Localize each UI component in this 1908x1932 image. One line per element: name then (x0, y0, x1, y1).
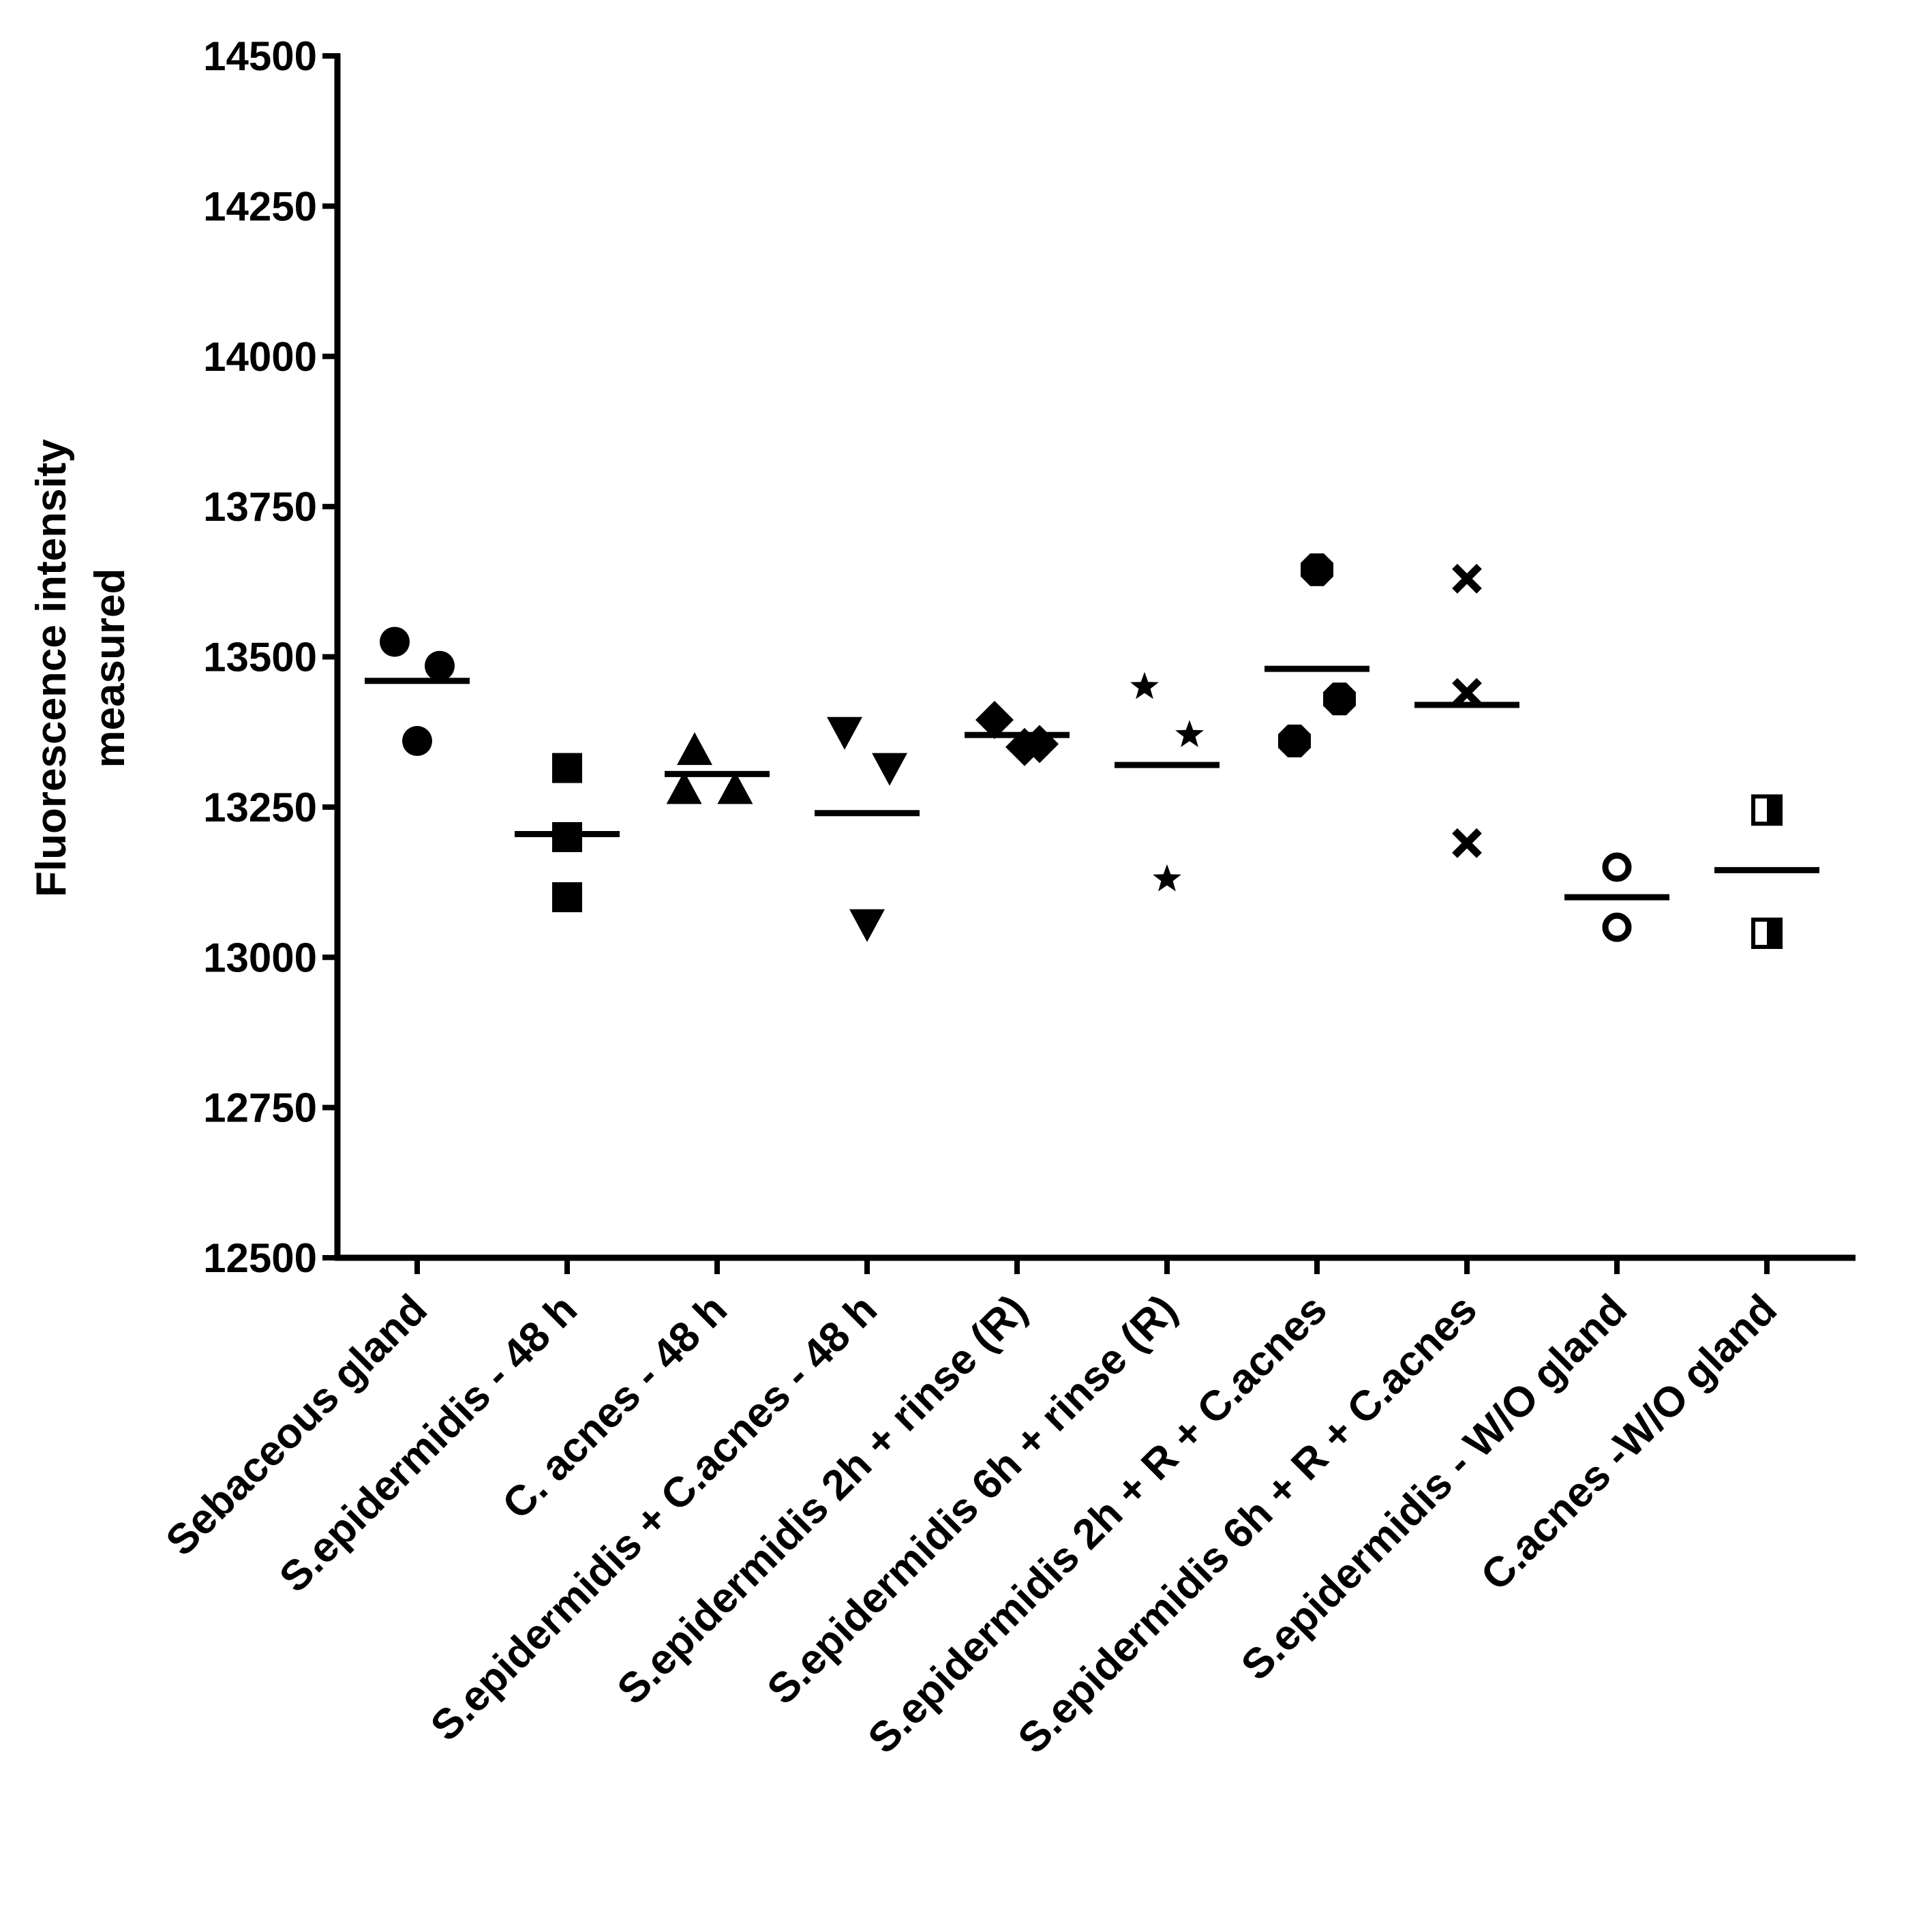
data-point (677, 732, 712, 766)
series-group (815, 716, 920, 942)
data-point (827, 716, 862, 750)
data-point (1452, 564, 1482, 594)
y-tick-label: 13000 (203, 935, 317, 980)
data-point (552, 821, 582, 852)
data-point (380, 627, 410, 657)
data-point (1602, 852, 1632, 882)
data-point (1005, 727, 1044, 766)
y-tick-label: 14000 (203, 334, 317, 380)
data-point (1452, 828, 1482, 858)
series-group (1265, 553, 1369, 757)
series-group (1564, 852, 1669, 942)
y-axis-title-line-2: measured (87, 569, 134, 768)
data-point (1751, 794, 1783, 826)
y-axis-title: Fluorescence intensity measured (28, 439, 134, 897)
series-group (515, 753, 620, 913)
series-group (365, 627, 470, 756)
data-point (1153, 864, 1181, 892)
y-tick-label: 14500 (203, 33, 317, 79)
data-point (402, 725, 432, 756)
data-point (1278, 724, 1311, 757)
y-tick-label: 12750 (203, 1085, 317, 1131)
half-square-fill (1767, 796, 1781, 824)
data-point (717, 771, 753, 804)
series-group (965, 701, 1070, 766)
y-tick-label: 13500 (203, 635, 317, 680)
series-group (1714, 794, 1819, 949)
half-square-fill (1767, 919, 1781, 947)
data-point (425, 650, 455, 681)
data-point (666, 771, 702, 804)
y-tick-label: 14250 (203, 183, 317, 229)
data-point (975, 701, 1014, 740)
data-point (872, 753, 907, 786)
y-axis-title-line-1: Fluorescence intensity (28, 439, 75, 897)
y-tick-label: 13750 (203, 484, 317, 530)
y-tick-label: 13250 (203, 785, 317, 830)
data-point (849, 909, 885, 942)
data-marks (365, 553, 1819, 949)
data-point (1175, 720, 1204, 747)
data-point (1301, 553, 1333, 586)
series-group (1414, 564, 1519, 858)
data-point (552, 882, 582, 913)
data-point (552, 753, 582, 783)
data-point (1602, 912, 1632, 942)
data-point (1452, 678, 1482, 708)
y-axis: 12500 12750 13000 13250 13500 13750 14000 14250… (203, 33, 341, 1281)
series-group (665, 732, 770, 804)
data-point (1130, 671, 1159, 699)
series-group (1115, 671, 1220, 892)
data-point (1323, 682, 1356, 716)
data-point (1751, 917, 1783, 949)
y-tick-label: 12500 (203, 1235, 317, 1281)
